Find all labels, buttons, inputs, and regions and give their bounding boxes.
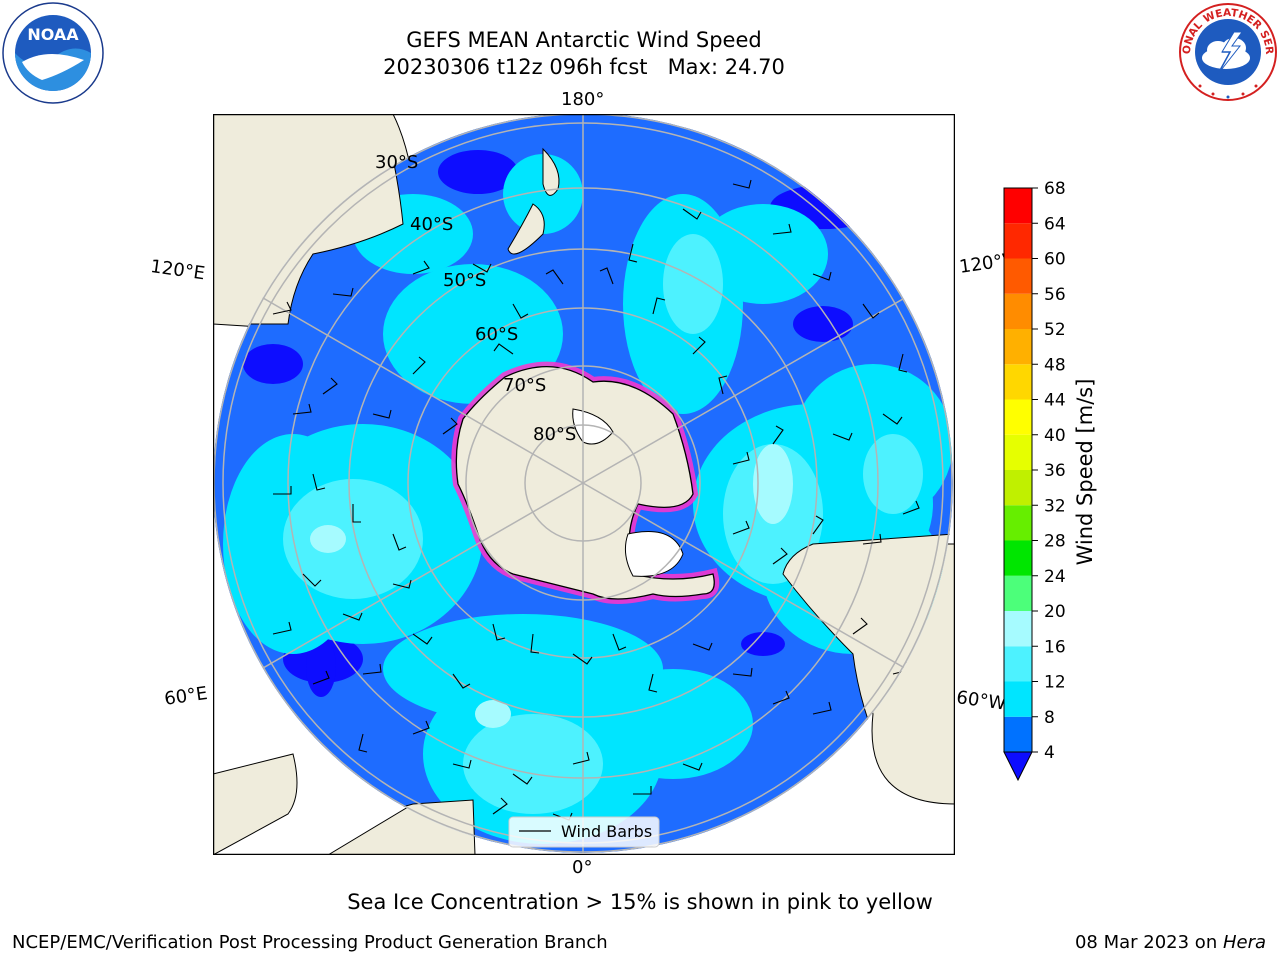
- colorbar-tick-label: 44: [1044, 391, 1066, 411]
- lat-label-50: 50°S: [443, 270, 486, 291]
- peak-wind-regions: [310, 444, 793, 728]
- colorbar-box: [1004, 188, 1032, 224]
- noaa-logo-text: NOAA: [27, 25, 79, 44]
- colorbar-tick-label: 64: [1044, 214, 1066, 234]
- nws-logo: NATIONAL WEATHER SERVICE: [1178, 2, 1277, 101]
- lon-label-0: 0°: [572, 857, 593, 878]
- graticule: [213, 114, 953, 853]
- footer-host: Hera: [1222, 932, 1266, 953]
- colorbar-box: [1004, 223, 1032, 259]
- lat-label-70: 70°S: [503, 375, 546, 396]
- wind-barbs-legend: Wind Barbs: [508, 816, 660, 848]
- colorbar-tick-label: 24: [1044, 567, 1066, 587]
- colorbar-tick-label: 32: [1044, 496, 1066, 516]
- chart-subtitle: 20230306 t12z 096h fcst Max: 24.70: [383, 55, 785, 79]
- colorbar-tick-label: 56: [1044, 285, 1066, 305]
- colorbar-box: [1004, 258, 1032, 294]
- footer-date: 08 Mar 2023 on Hera: [1075, 932, 1266, 953]
- colorbar-box: [1004, 681, 1032, 717]
- lon-label-60e: 60°E: [163, 682, 209, 710]
- colorbar-box: [1004, 364, 1032, 400]
- colorbar-box: [1004, 399, 1032, 435]
- colorbar-box: [1004, 434, 1032, 470]
- colorbar-box: [1004, 540, 1032, 576]
- colorbar-tick-label: 36: [1044, 461, 1066, 481]
- lat-label-80: 80°S: [533, 424, 576, 445]
- colorbar-tick-label: 4: [1044, 743, 1055, 763]
- lon-label-180: 180°: [561, 89, 605, 110]
- colorbar-box: [1004, 329, 1032, 365]
- map-border: [212, 113, 956, 856]
- lat-label-60: 60°S: [475, 324, 518, 345]
- lat-label-40: 40°S: [410, 214, 453, 235]
- colorbar-box: [1004, 470, 1032, 506]
- colorbar-tick-label: 52: [1044, 320, 1066, 340]
- lon-label-120e: 120°E: [149, 256, 207, 285]
- map-panel: 30°S 40°S 50°S 60°S 70°S 80°S Wind Barbs: [212, 113, 956, 856]
- colorbar-label: Wind Speed [m/s]: [1073, 378, 1097, 566]
- colorbar-tick-label: 8: [1044, 708, 1055, 728]
- lat-label-30: 30°S: [375, 152, 418, 173]
- colorbar-box: [1004, 646, 1032, 682]
- legend-label: Wind Barbs: [561, 822, 652, 841]
- colorbar-tick-label: 20: [1044, 602, 1066, 622]
- colorbar-tick-label: 48: [1044, 355, 1066, 375]
- colorbar-box: [1004, 505, 1032, 541]
- chart-title: GEFS MEAN Antarctic Wind Speed: [406, 28, 762, 52]
- footer-date-text: 08 Mar 2023 on: [1074, 932, 1223, 953]
- antarctica: [451, 361, 720, 604]
- footer-credit: NCEP/EMC/Verification Post Processing Pr…: [12, 932, 608, 953]
- colorbar-box: [1004, 293, 1032, 329]
- latitude-labels: 30°S 40°S 50°S 60°S 70°S 80°S: [375, 152, 576, 445]
- polar-map: 30°S 40°S 50°S 60°S 70°S 80°S Wind Barbs: [212, 113, 956, 856]
- colorbar-tick-label: 60: [1044, 250, 1066, 270]
- colorbar-tick-label: 68: [1044, 180, 1066, 199]
- sea-ice-caption: Sea Ice Concentration > 15% is shown in …: [347, 890, 933, 914]
- colorbar-extend-triangle: [1003, 751, 1033, 782]
- colorbar-tick-label: 12: [1044, 673, 1066, 693]
- colorbar-box: [1004, 716, 1032, 752]
- colorbar-boxes: [1003, 187, 1033, 782]
- colorbar-box: [1004, 575, 1032, 611]
- noaa-logo: NOAA: [2, 2, 104, 104]
- colorbar-box: [1004, 611, 1032, 647]
- colorbar-tick-label: 16: [1044, 637, 1066, 657]
- colorbar-tick-label: 40: [1044, 426, 1066, 446]
- colorbar-tick-label: 28: [1044, 532, 1066, 552]
- wind-barbs: [272, 179, 920, 821]
